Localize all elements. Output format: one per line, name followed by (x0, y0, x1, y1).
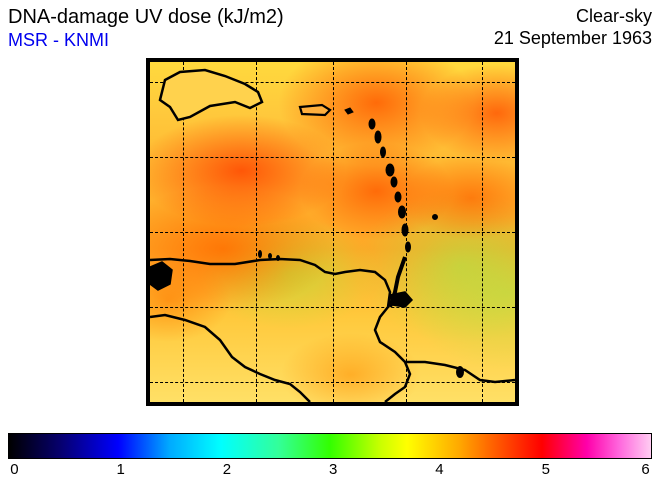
dataset-source-label: MSR - KNMI (8, 30, 109, 51)
sky-condition-label: Clear-sky (352, 6, 652, 27)
heatmap-canvas: -72 -68 -64 -60 -56 -72 -68 -64 -60 -56 … (150, 62, 515, 402)
date-label: 21 September 1963 (352, 28, 652, 49)
colorbar-tick: 6 (641, 461, 649, 478)
uv-dose-heatmap[interactable]: -72 -68 -64 -60 -56 -72 -68 -64 -60 -56 … (150, 62, 515, 402)
page-title: DNA-damage UV dose (kJ/m2) (8, 6, 284, 29)
colorbar-tick: 4 (435, 461, 443, 478)
uv-dose-map-window: DNA-damage UV dose (kJ/m2) MSR - KNMI Cl… (0, 0, 660, 480)
colorbar-tick: 3 (329, 461, 337, 478)
colorbar-legend[interactable]: 0 1 2 3 4 5 6 (8, 433, 652, 459)
coastline-overlay (150, 62, 515, 402)
colorbar-tick: 0 (10, 461, 18, 478)
colorbar-tick: 5 (542, 461, 550, 478)
colorbar-tick: 2 (223, 461, 231, 478)
colorbar-tick: 1 (117, 461, 125, 478)
colorbar-gradient (8, 433, 652, 459)
colorbar-tick-labels: 0 1 2 3 4 5 6 (8, 461, 652, 481)
